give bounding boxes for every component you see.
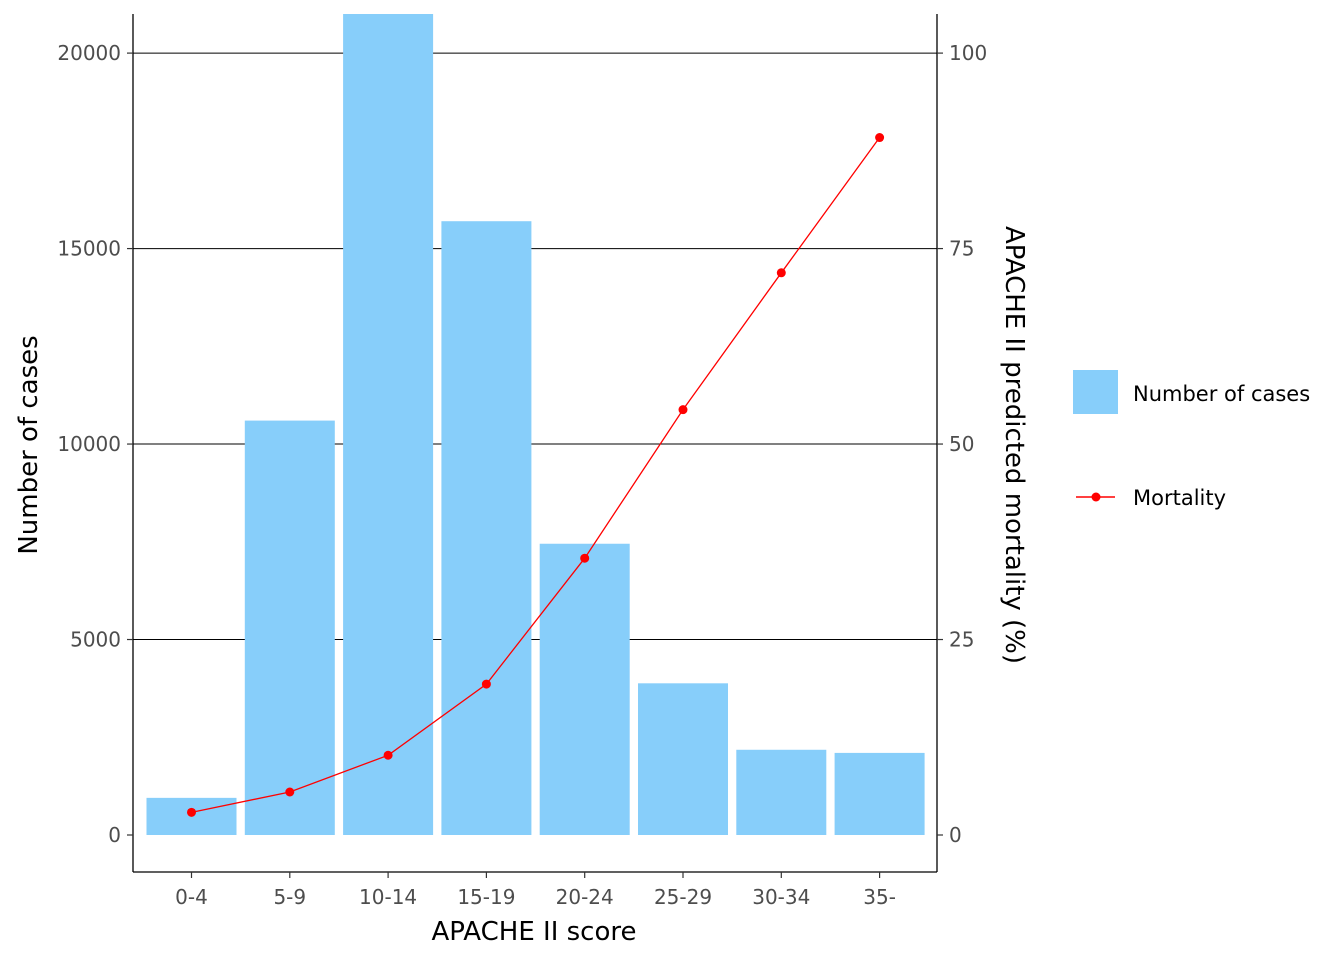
y-tick-label: 20000 [57, 41, 121, 65]
y2-tick-label: 25 [949, 628, 974, 652]
right-axis-ticks: 0 25 50 75 100 [937, 41, 987, 847]
y-tick-label: 0 [108, 823, 121, 847]
mortality-point-35- [875, 133, 885, 143]
x-tick-label: 0-4 [175, 885, 208, 909]
y2-tick-label: 50 [949, 432, 974, 456]
mortality-point-20-24 [580, 553, 590, 563]
bar-15-19 [441, 221, 532, 835]
legend-bar-label: Number of cases [1133, 382, 1310, 406]
legend: Number of cases Mortality [1073, 370, 1310, 510]
mortality-point-25-29 [678, 405, 688, 415]
axes [132, 14, 938, 873]
left-axis-ticks: 0 5000 10000 15000 20000 [57, 41, 133, 847]
legend-line-marker [1091, 492, 1101, 502]
mortality-point-15-19 [481, 679, 491, 689]
mortality-line [191, 137, 881, 813]
bar-20-24 [539, 543, 630, 835]
bar-25-29 [638, 683, 728, 835]
mortality-point-0-4 [187, 807, 196, 817]
x-tick-label: 25-29 [654, 885, 712, 909]
bar-35- [834, 752, 925, 835]
x-tick-label: 5-9 [273, 885, 306, 909]
y2-axis-title: APACHE II predicted mortality (%) [999, 226, 1029, 664]
x-axis-title: APACHE II score [432, 917, 637, 947]
mortality-point-30-34 [776, 268, 786, 278]
legend-bar-key [1073, 370, 1118, 414]
y2-tick-label: 75 [949, 237, 974, 261]
x-tick-label: 15-19 [457, 885, 515, 909]
y2-tick-label: 100 [949, 41, 987, 65]
legend-line-label: Mortality [1133, 486, 1226, 510]
y-tick-label: 15000 [57, 237, 121, 261]
bar-5-9 [244, 420, 335, 835]
y-tick-label: 10000 [57, 432, 121, 456]
x-tick-label: 35- [863, 885, 896, 909]
mortality-point-5-9 [285, 787, 295, 797]
y-axis-title: Number of cases [14, 335, 44, 554]
y2-tick-label: 0 [949, 823, 962, 847]
bar-series [146, 14, 925, 835]
y-tick-label: 5000 [70, 628, 121, 652]
bar-30-34 [736, 749, 827, 835]
x-axis-ticks: 0-4 5-9 10-14 15-19 20-24 25-29 30-34 35- [175, 872, 896, 909]
bar-10-14 [343, 14, 434, 835]
x-tick-label: 20-24 [556, 885, 614, 909]
mortality-point-10-14 [383, 750, 393, 760]
x-tick-label: 30-34 [752, 885, 810, 909]
line-series [187, 133, 885, 817]
x-tick-label: 10-14 [359, 885, 417, 909]
